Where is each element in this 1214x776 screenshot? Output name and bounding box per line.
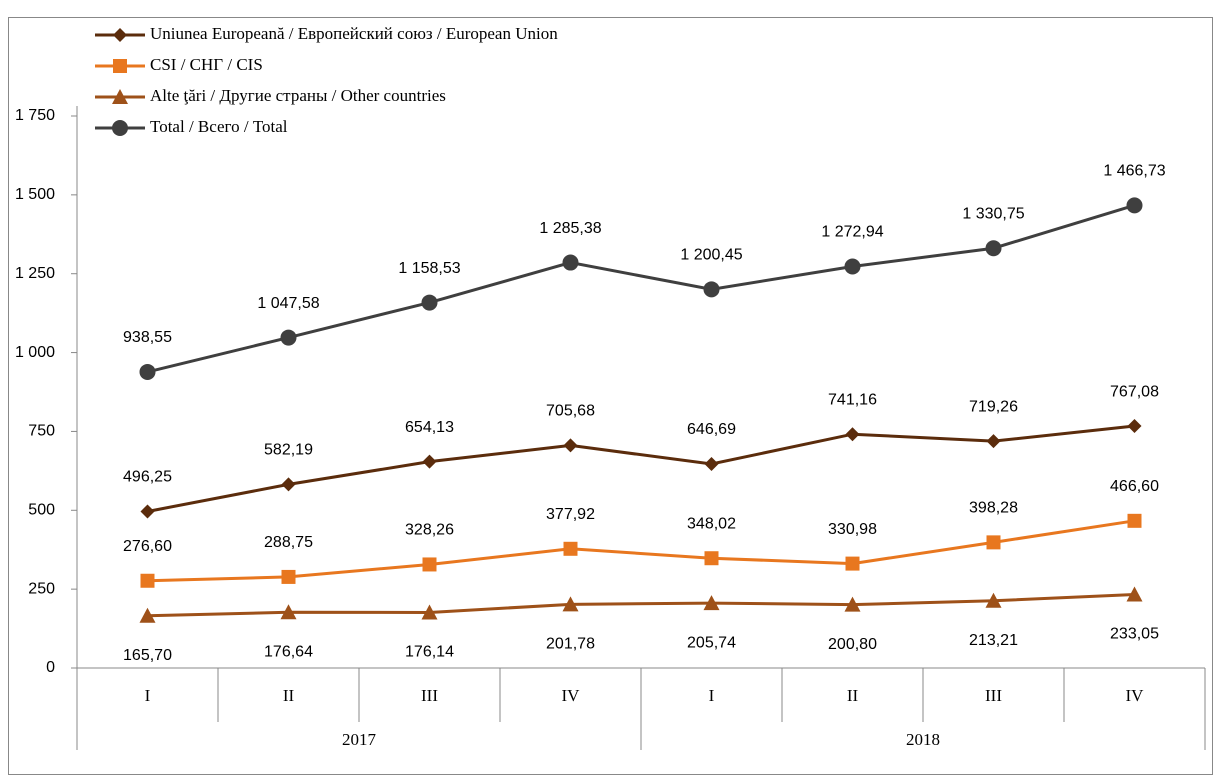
data-point	[562, 596, 579, 612]
legend-marker	[113, 59, 127, 73]
legend-label: Alte ţări / Другие страны / Other countr…	[150, 86, 446, 105]
data-point	[280, 329, 297, 346]
y-tick-label: 0	[46, 659, 55, 676]
data-label: 719,26	[969, 398, 1018, 415]
data-point	[703, 281, 720, 298]
data-label: 646,69	[687, 421, 736, 438]
x-tick-label: I	[709, 686, 715, 705]
data-point	[139, 607, 156, 623]
x-tick-label: I	[145, 686, 151, 705]
data-point	[280, 604, 297, 620]
data-label: 276,60	[123, 538, 172, 555]
data-label: 1 272,94	[821, 224, 883, 241]
data-point	[140, 504, 155, 519]
data-label: 1 200,45	[680, 247, 742, 264]
y-tick-label: 750	[28, 423, 55, 440]
data-label: 1 330,75	[962, 205, 1024, 222]
data-point	[1126, 586, 1143, 602]
data-point	[563, 541, 578, 556]
data-point	[140, 573, 155, 588]
y-tick-label: 250	[28, 580, 55, 597]
data-label: 1 047,58	[257, 295, 319, 312]
data-label: 377,92	[546, 506, 595, 523]
y-tick-label: 1 500	[15, 186, 55, 203]
legend-marker	[113, 28, 127, 42]
data-label: 654,13	[405, 419, 454, 436]
data-point	[845, 556, 860, 571]
data-point	[422, 557, 437, 572]
y-tick-label: 1 000	[15, 344, 55, 361]
data-point	[845, 427, 860, 442]
x-tick-label: IV	[1126, 686, 1145, 705]
data-label: 582,19	[264, 442, 313, 459]
series-line	[147, 424, 1135, 513]
data-point	[139, 363, 156, 380]
group-label: 2018	[906, 730, 940, 749]
data-label: 330,98	[828, 521, 877, 538]
data-label: 213,21	[969, 632, 1018, 649]
data-label: 348,02	[687, 515, 736, 532]
y-tick-label: 500	[28, 502, 55, 519]
legend-marker	[112, 120, 128, 136]
data-point	[422, 454, 437, 469]
data-label: 705,68	[546, 403, 595, 420]
data-label: 200,80	[828, 636, 877, 653]
chart-frame	[8, 17, 1213, 775]
data-label: 741,16	[828, 391, 877, 408]
data-point	[704, 551, 719, 566]
data-point	[986, 434, 1001, 449]
data-point	[844, 258, 861, 275]
data-label: 205,74	[687, 634, 736, 651]
group-label: 2017	[342, 730, 377, 749]
series-line	[147, 519, 1135, 583]
x-tick-label: III	[421, 686, 438, 705]
data-point	[281, 569, 296, 584]
data-point	[281, 477, 296, 492]
data-point	[421, 604, 438, 620]
data-point	[844, 596, 861, 612]
data-label: 288,75	[264, 534, 313, 551]
data-label: 398,28	[969, 500, 1018, 517]
data-point	[562, 254, 579, 271]
legend-label: Uniunea Europeană / Европейский союз / E…	[150, 24, 558, 43]
legend-label: Total / Всего / Total	[150, 117, 288, 136]
data-label: 201,78	[546, 636, 595, 653]
data-label: 328,26	[405, 522, 454, 539]
data-label: 496,25	[123, 469, 172, 486]
series-line	[147, 203, 1135, 374]
x-tick-label: IV	[562, 686, 581, 705]
data-point	[421, 294, 438, 311]
x-tick-label: II	[283, 686, 295, 705]
data-label: 233,05	[1110, 626, 1159, 643]
series-line	[147, 592, 1135, 618]
legend-marker	[112, 89, 128, 104]
data-label: 938,55	[123, 329, 172, 346]
data-label: 176,14	[405, 644, 454, 661]
data-point	[985, 240, 1002, 257]
data-label: 176,64	[264, 644, 313, 661]
legend-label: CSI / СНГ / CIS	[150, 55, 263, 74]
y-tick-label: 1 250	[15, 265, 55, 282]
data-label: 165,70	[123, 647, 172, 664]
data-point	[1127, 513, 1142, 528]
data-point	[985, 592, 1002, 608]
data-point	[986, 535, 1001, 550]
data-point	[1126, 197, 1143, 214]
data-point	[704, 457, 719, 472]
data-label: 1 466,73	[1103, 163, 1165, 180]
data-label: 1 285,38	[539, 220, 601, 237]
x-tick-label: II	[847, 686, 859, 705]
data-point	[563, 438, 578, 453]
data-point	[703, 595, 720, 611]
data-label: 767,08	[1110, 383, 1159, 400]
data-point	[1127, 419, 1142, 434]
x-tick-label: III	[985, 686, 1002, 705]
data-label: 1 158,53	[398, 260, 460, 277]
data-label: 466,60	[1110, 478, 1159, 495]
y-tick-label: 1 750	[15, 107, 55, 124]
